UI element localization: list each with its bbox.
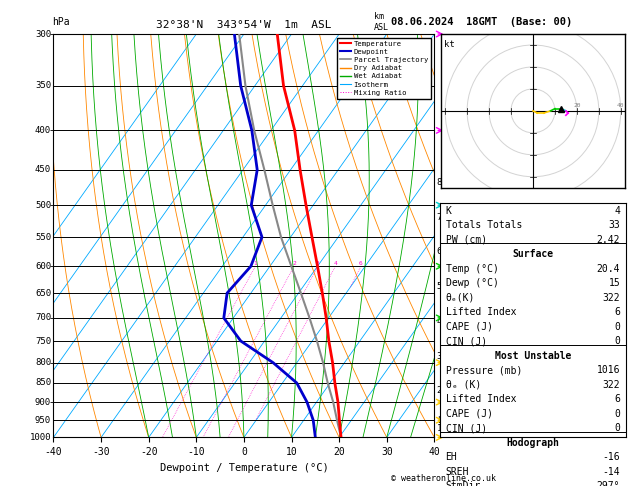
Text: 33: 33 xyxy=(608,220,620,230)
Title: 32°38'N  343°54'W  1m  ASL: 32°38'N 343°54'W 1m ASL xyxy=(156,20,331,31)
Text: Pressure (mb): Pressure (mb) xyxy=(445,365,522,375)
Text: kt: kt xyxy=(445,40,455,49)
Text: Totals Totals: Totals Totals xyxy=(445,220,522,230)
Text: 3: 3 xyxy=(437,352,442,361)
Text: 322: 322 xyxy=(603,293,620,303)
Text: 6: 6 xyxy=(615,307,620,317)
Text: CIN (J): CIN (J) xyxy=(445,423,487,434)
Text: 400: 400 xyxy=(35,126,51,135)
Text: Lifted Index: Lifted Index xyxy=(445,394,516,404)
Text: 700: 700 xyxy=(35,313,51,322)
Text: 900: 900 xyxy=(35,398,51,407)
Text: EH: EH xyxy=(445,452,457,462)
Text: Mixing Ratio (g/kg): Mixing Ratio (g/kg) xyxy=(454,245,462,341)
Text: km
ASL: km ASL xyxy=(374,12,389,32)
Text: 650: 650 xyxy=(35,289,51,297)
Text: 800: 800 xyxy=(35,358,51,367)
Text: -16: -16 xyxy=(603,452,620,462)
Text: Lifted Index: Lifted Index xyxy=(445,307,516,317)
Text: 750: 750 xyxy=(35,336,51,346)
Text: 0: 0 xyxy=(615,336,620,346)
Text: θₑ(K): θₑ(K) xyxy=(445,293,475,303)
Text: hPa: hPa xyxy=(52,17,70,27)
Text: Dewp (°C): Dewp (°C) xyxy=(445,278,499,288)
Text: LCL: LCL xyxy=(437,416,452,425)
Text: 20.4: 20.4 xyxy=(597,263,620,274)
Text: 4: 4 xyxy=(333,261,337,266)
Text: 6: 6 xyxy=(359,261,363,266)
Text: K: K xyxy=(445,206,452,216)
Text: Temp (°C): Temp (°C) xyxy=(445,263,499,274)
Text: 08.06.2024  18GMT  (Base: 00): 08.06.2024 18GMT (Base: 00) xyxy=(391,17,572,27)
Text: 6: 6 xyxy=(615,394,620,404)
Legend: Temperature, Dewpoint, Parcel Trajectory, Dry Adiabat, Wet Adiabat, Isotherm, Mi: Temperature, Dewpoint, Parcel Trajectory… xyxy=(337,37,431,99)
Text: 2.42: 2.42 xyxy=(597,235,620,244)
Text: Most Unstable: Most Unstable xyxy=(495,351,571,361)
Text: 3: 3 xyxy=(316,261,320,266)
Text: CAPE (J): CAPE (J) xyxy=(445,409,493,419)
Text: 350: 350 xyxy=(35,81,51,90)
Text: 40: 40 xyxy=(617,103,625,107)
Text: StmDir: StmDir xyxy=(445,482,481,486)
Text: 2: 2 xyxy=(437,386,442,395)
Text: 1016: 1016 xyxy=(597,365,620,375)
Text: 950: 950 xyxy=(35,416,51,425)
Text: SREH: SREH xyxy=(445,467,469,477)
Text: 7: 7 xyxy=(437,212,442,222)
Text: 0: 0 xyxy=(615,409,620,419)
Text: 6: 6 xyxy=(437,247,442,256)
Text: 550: 550 xyxy=(35,233,51,242)
Text: θₑ (K): θₑ (K) xyxy=(445,380,481,390)
X-axis label: Dewpoint / Temperature (°C): Dewpoint / Temperature (°C) xyxy=(160,463,328,473)
Text: 1: 1 xyxy=(253,261,257,266)
Text: 300: 300 xyxy=(35,30,51,38)
Text: 15: 15 xyxy=(608,278,620,288)
Text: © weatheronline.co.uk: © weatheronline.co.uk xyxy=(391,474,496,483)
Text: 322: 322 xyxy=(603,380,620,390)
Text: 8: 8 xyxy=(437,178,442,187)
Text: 850: 850 xyxy=(35,379,51,387)
Text: 297°: 297° xyxy=(597,482,620,486)
Text: Surface: Surface xyxy=(513,249,554,259)
Text: 4: 4 xyxy=(437,317,442,326)
Text: 1: 1 xyxy=(437,424,442,434)
Text: 4: 4 xyxy=(615,206,620,216)
Text: CIN (J): CIN (J) xyxy=(445,336,487,346)
Text: 0: 0 xyxy=(615,322,620,332)
Text: Hodograph: Hodograph xyxy=(506,438,559,448)
Text: CAPE (J): CAPE (J) xyxy=(445,322,493,332)
Text: 600: 600 xyxy=(35,262,51,271)
Text: PW (cm): PW (cm) xyxy=(445,235,487,244)
Text: 5: 5 xyxy=(437,282,442,291)
Text: -14: -14 xyxy=(603,467,620,477)
Text: 2: 2 xyxy=(292,261,296,266)
Text: 500: 500 xyxy=(35,201,51,209)
Text: 20: 20 xyxy=(573,103,581,107)
Text: 450: 450 xyxy=(35,165,51,174)
Text: 1000: 1000 xyxy=(30,433,51,442)
Text: 0: 0 xyxy=(615,423,620,434)
